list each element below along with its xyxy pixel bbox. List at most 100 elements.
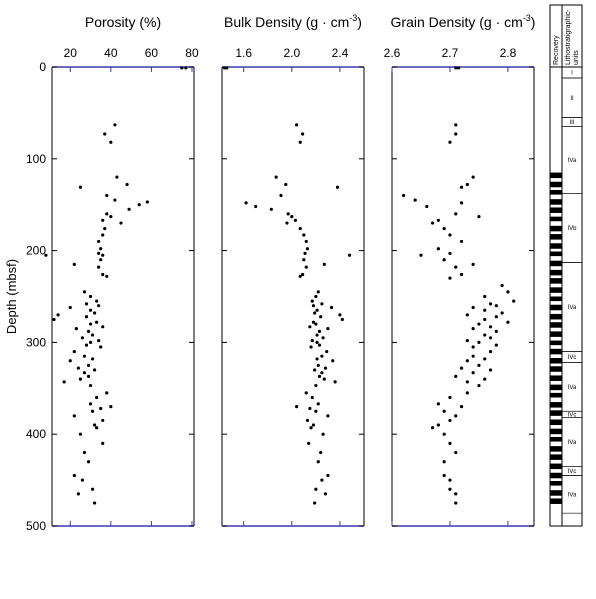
data-point bbox=[315, 333, 319, 337]
data-point bbox=[311, 423, 316, 427]
data-point bbox=[97, 239, 101, 244]
data-point bbox=[457, 66, 461, 70]
data-point bbox=[88, 322, 93, 326]
data-point bbox=[101, 218, 105, 222]
core-recovery bbox=[550, 269, 562, 276]
header-units: units bbox=[573, 50, 580, 65]
unit-label: IVb bbox=[567, 226, 577, 232]
data-point bbox=[101, 441, 105, 445]
data-point bbox=[101, 253, 105, 257]
core-recovery bbox=[550, 454, 562, 460]
data-point bbox=[88, 402, 93, 406]
data-point bbox=[315, 357, 319, 361]
x-tick-label: 2.8 bbox=[500, 46, 517, 60]
data-point bbox=[298, 274, 302, 278]
data-point bbox=[436, 218, 440, 222]
title-superscript: -3 bbox=[523, 13, 531, 23]
data-point bbox=[304, 239, 308, 244]
data-point bbox=[471, 345, 475, 349]
data-point bbox=[305, 247, 310, 251]
y-tick-label: 100 bbox=[26, 152, 46, 166]
data-point bbox=[488, 349, 493, 354]
data-point bbox=[448, 251, 452, 255]
data-point bbox=[301, 132, 305, 136]
core-recovery bbox=[550, 384, 562, 391]
data-point bbox=[448, 487, 452, 491]
data-point bbox=[97, 265, 101, 269]
data-point bbox=[494, 315, 498, 319]
y-tick-label: 300 bbox=[26, 335, 46, 349]
data-point bbox=[442, 226, 446, 231]
data-point bbox=[488, 325, 493, 329]
data-point bbox=[436, 423, 440, 427]
data-point bbox=[448, 395, 452, 400]
data-point bbox=[86, 374, 91, 378]
data-point bbox=[506, 320, 510, 324]
data-point bbox=[454, 123, 458, 127]
data-point bbox=[454, 374, 458, 378]
panel-title: Grain Density (g · cm-3) bbox=[391, 13, 536, 30]
data-point bbox=[340, 317, 344, 322]
data-point bbox=[442, 409, 446, 413]
unit-label: IVa bbox=[568, 385, 577, 391]
data-point bbox=[430, 221, 435, 225]
x-tick-label: 40 bbox=[104, 46, 118, 60]
data-point bbox=[184, 66, 188, 70]
data-point bbox=[442, 258, 446, 262]
data-point bbox=[322, 262, 326, 266]
data-point bbox=[320, 354, 324, 358]
data-point bbox=[471, 175, 475, 179]
data-point bbox=[313, 311, 317, 315]
core-recovery bbox=[550, 446, 562, 452]
data-point bbox=[78, 432, 82, 436]
data-point bbox=[97, 338, 101, 343]
data-point bbox=[88, 294, 93, 299]
data-point bbox=[321, 336, 325, 340]
x-tick-label: 80 bbox=[185, 46, 199, 60]
data-point bbox=[109, 140, 113, 144]
core-recovery bbox=[550, 331, 562, 337]
data-point bbox=[303, 251, 307, 255]
data-point bbox=[309, 345, 313, 349]
data-point bbox=[295, 405, 299, 409]
data-point bbox=[319, 315, 323, 319]
title-text: Bulk Density (g · cm bbox=[224, 14, 349, 30]
data-point bbox=[448, 478, 452, 482]
data-point bbox=[86, 329, 91, 333]
data-point bbox=[274, 175, 278, 179]
core-recovery bbox=[550, 498, 562, 504]
data-point bbox=[459, 366, 464, 370]
data-point bbox=[454, 132, 458, 136]
data-point bbox=[82, 371, 87, 375]
data-point bbox=[315, 340, 319, 344]
unit-label: IVa bbox=[568, 492, 577, 498]
data-point bbox=[86, 363, 91, 367]
data-point bbox=[99, 258, 103, 262]
data-point bbox=[465, 380, 469, 384]
core-recovery bbox=[550, 463, 562, 470]
data-point bbox=[477, 215, 481, 219]
data-point bbox=[95, 426, 99, 430]
data-point bbox=[494, 343, 498, 347]
data-point bbox=[448, 441, 452, 445]
data-point bbox=[103, 132, 107, 136]
data-point bbox=[78, 185, 82, 189]
data-point bbox=[322, 377, 326, 381]
data-point bbox=[97, 304, 101, 308]
data-point bbox=[494, 304, 498, 308]
data-point bbox=[269, 207, 273, 211]
core-recovery bbox=[550, 375, 562, 381]
data-point bbox=[301, 272, 305, 277]
core-recovery bbox=[550, 172, 562, 179]
data-point bbox=[413, 198, 417, 202]
data-point bbox=[82, 450, 87, 455]
data-point bbox=[315, 308, 319, 312]
core-recovery bbox=[550, 313, 562, 320]
data-point bbox=[314, 322, 318, 326]
data-point bbox=[335, 185, 340, 189]
data-point bbox=[78, 377, 82, 381]
data-point bbox=[302, 233, 306, 237]
data-point bbox=[494, 329, 498, 333]
data-point bbox=[320, 302, 324, 306]
